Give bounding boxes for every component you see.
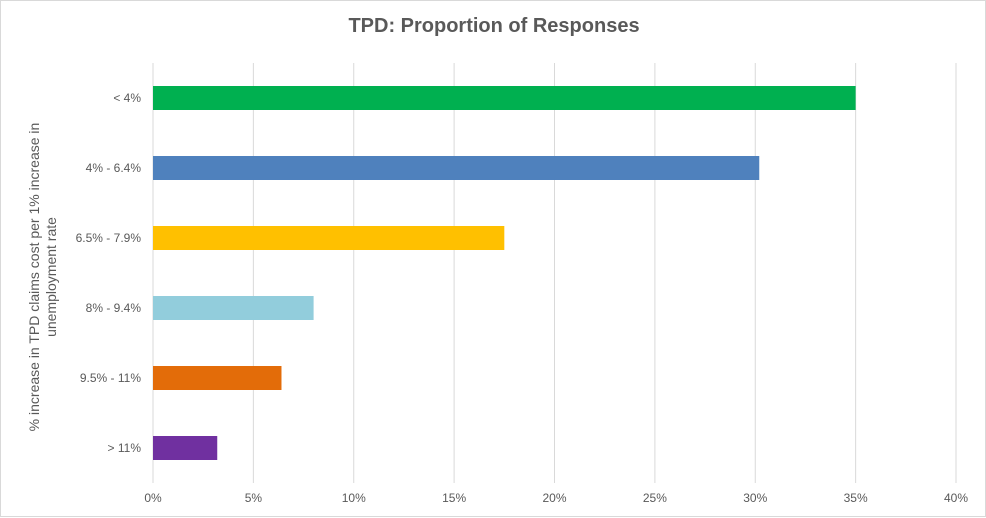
bar-5 [153,366,282,390]
y-tick-label: 8% - 9.4% [86,301,142,315]
x-tick-label: 5% [245,491,263,505]
x-tick-label: 15% [442,491,466,505]
x-tick-label: 25% [643,491,667,505]
chart-title: TPD: Proportion of Responses [348,15,640,37]
x-tick-label: 0% [144,491,162,505]
bar-6 [153,436,218,460]
bar-3 [153,226,505,250]
y-axis-title-line-2: unemployment rate [43,217,59,337]
y-axis-title-line-1: % increase in TPD claims cost per 1% inc… [26,123,42,432]
bar-4 [153,296,314,320]
y-tick-label: > 11% [108,441,142,455]
y-tick-label: 9.5% - 11% [80,371,141,385]
x-tick-label: 20% [542,491,566,505]
y-tick-label: < 4% [113,91,141,105]
x-tick-label: 30% [743,491,767,505]
y-tick-label: 6.5% - 7.9% [76,231,142,245]
x-tick-label: 40% [944,491,968,505]
x-tick-label: 10% [342,491,366,505]
y-axis-title: % increase in TPD claims cost per 1% inc… [26,123,59,432]
bar-2 [153,156,760,180]
y-tick-label: 4% - 6.4% [86,161,142,175]
x-tick-label: 35% [844,491,868,505]
bar-1 [153,86,856,110]
